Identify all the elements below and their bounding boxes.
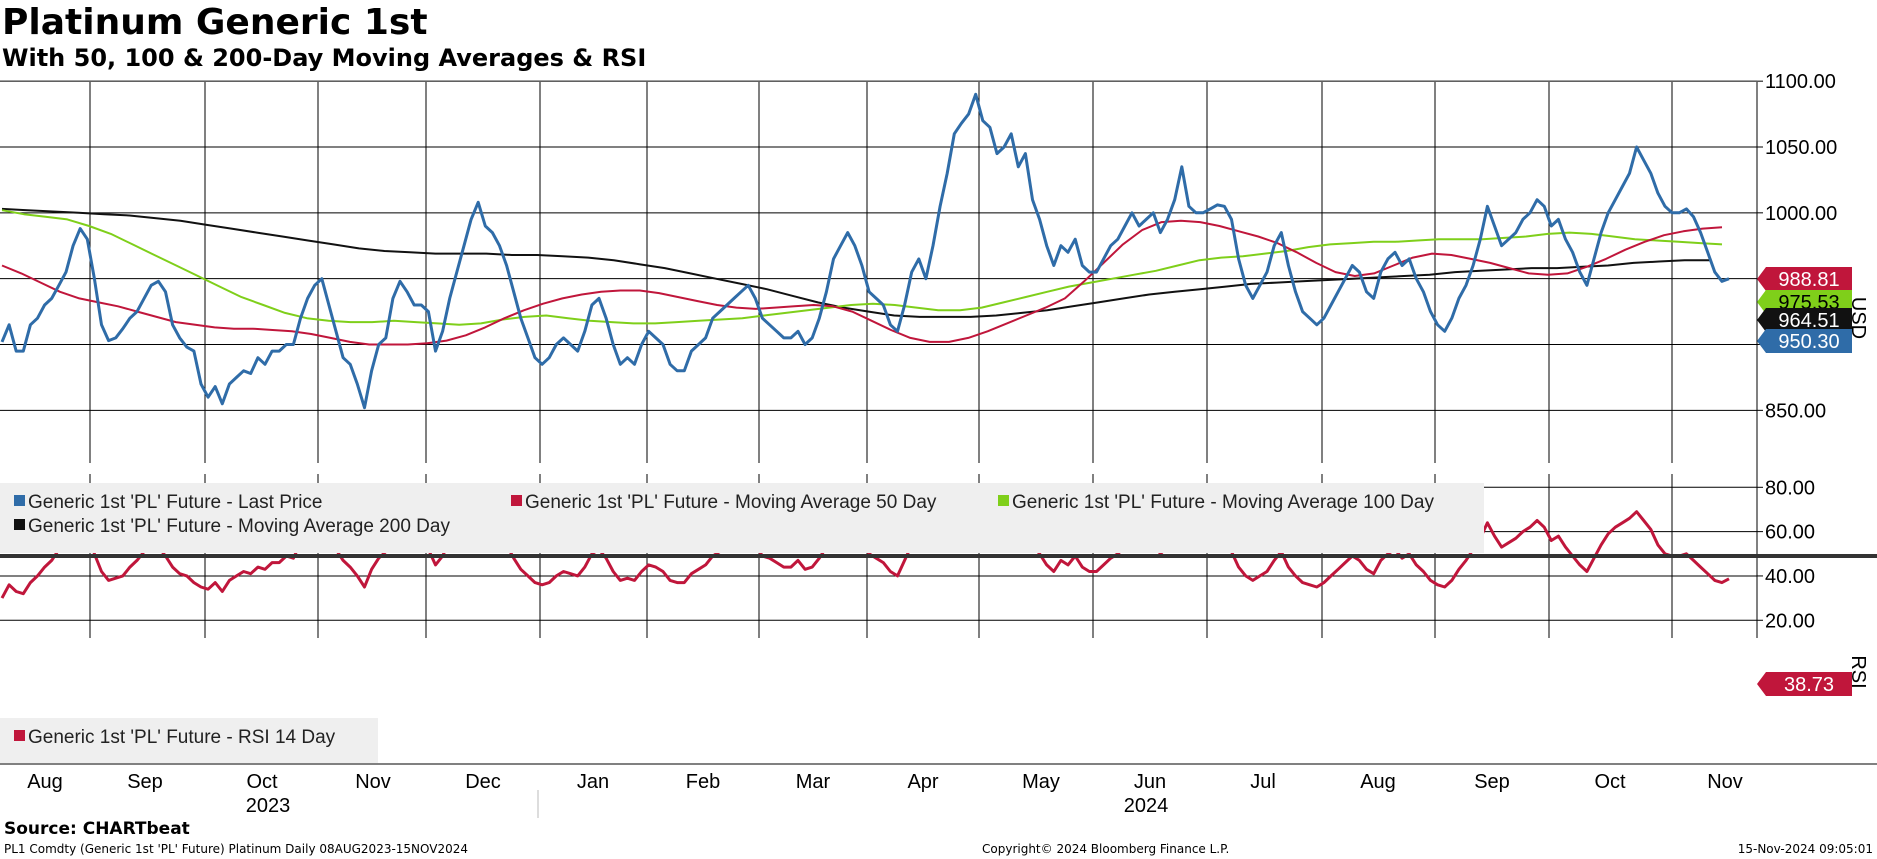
ma50-line	[1, 219, 1723, 346]
chart-title: Platinum Generic 1st	[2, 2, 428, 43]
price-line	[0, 92, 1730, 410]
x-tick-label: Oct	[246, 771, 278, 793]
year-label: 2023	[246, 795, 291, 817]
x-tick-label: Aug	[1360, 771, 1396, 793]
ma50-last-value-bg	[1757, 267, 1852, 291]
legend-swatch	[511, 495, 522, 506]
price-y-tick-label: 1100.00	[1765, 71, 1836, 93]
ma200-last-value-bg	[1757, 308, 1852, 332]
x-tick-label: Nov	[355, 771, 391, 793]
ma100-line	[1, 209, 1723, 326]
x-tick-label: Nov	[1707, 771, 1743, 793]
price-legend-box	[0, 483, 1484, 553]
x-tick-label: Aug	[27, 771, 63, 793]
ma200-last-value: 964.51	[1778, 310, 1839, 332]
legend: Generic 1st 'PL' Future - Last Price Gene…	[0, 483, 1484, 763]
price-y-tick-label: 1000.00	[1765, 203, 1837, 225]
x-tick-label: Sep	[127, 771, 163, 793]
rsi-y-tick-label: 40.00	[1765, 566, 1815, 588]
price-last-value: 950.30	[1778, 331, 1839, 353]
axes: 850.00900.00950.001000.001050.001100.002…	[0, 71, 1877, 818]
x-tick-label: Sep	[1474, 771, 1510, 793]
price-y-tick-label: 1050.00	[1765, 137, 1837, 159]
legend-label: Generic 1st 'PL' Future - RSI 14 Day	[28, 727, 336, 748]
x-tick-label: Apr	[907, 771, 938, 793]
price-axis-title: USD	[1847, 297, 1869, 339]
source-label: Source: CHARTbeat	[4, 819, 190, 839]
x-tick-label: Dec	[465, 771, 501, 793]
x-tick-label: Oct	[1594, 771, 1626, 793]
x-tick-label: Mar	[796, 771, 831, 793]
price-y-tick-label: 850.00	[1765, 400, 1826, 422]
price-last-value-bg	[1757, 329, 1852, 353]
legend-swatch	[998, 495, 1009, 506]
footer-copyright: Copyright© 2024 Bloomberg Finance L.P.	[982, 842, 1230, 856]
legend-label: Generic 1st 'PL' Future - Last Price	[28, 492, 322, 513]
rsi-y-tick-label: 20.00	[1765, 610, 1815, 632]
rsi-y-tick-label: 80.00	[1765, 477, 1815, 499]
legend-swatch	[14, 519, 25, 530]
legend-label: Generic 1st 'PL' Future - Moving Average…	[1012, 492, 1434, 513]
year-label: 2024	[1124, 795, 1169, 817]
x-tick-label: Feb	[686, 771, 720, 793]
x-tick-label: Jul	[1250, 771, 1276, 793]
ma50-last-value: 988.81	[1778, 269, 1839, 291]
rsi-legend-box	[0, 718, 378, 763]
rsi-axis-title: RSI	[1847, 655, 1869, 688]
rsi-y-tick-label: 60.00	[1765, 522, 1815, 544]
legend-swatch	[14, 730, 25, 741]
rsi-last-value: 38.73	[1784, 674, 1834, 696]
legend-swatch	[14, 495, 25, 506]
x-tick-label: Jun	[1134, 771, 1166, 793]
legend-label: Generic 1st 'PL' Future - Moving Average…	[525, 492, 937, 513]
x-tick-label: May	[1022, 771, 1060, 793]
rsi-last-value-bg	[1757, 672, 1852, 696]
x-tick-label: Jan	[577, 771, 609, 793]
legend-label: Generic 1st 'PL' Future - Moving Average…	[28, 516, 450, 537]
chart-subtitle: With 50, 100 & 200-Day Moving Averages &…	[2, 44, 647, 72]
footer-ticker-info: PL1 Comdty (Generic 1st 'PL' Future) Pla…	[4, 842, 469, 856]
ma200-line	[1, 207, 1710, 318]
footer-timestamp: 15-Nov-2024 09:05:01	[1737, 842, 1873, 856]
